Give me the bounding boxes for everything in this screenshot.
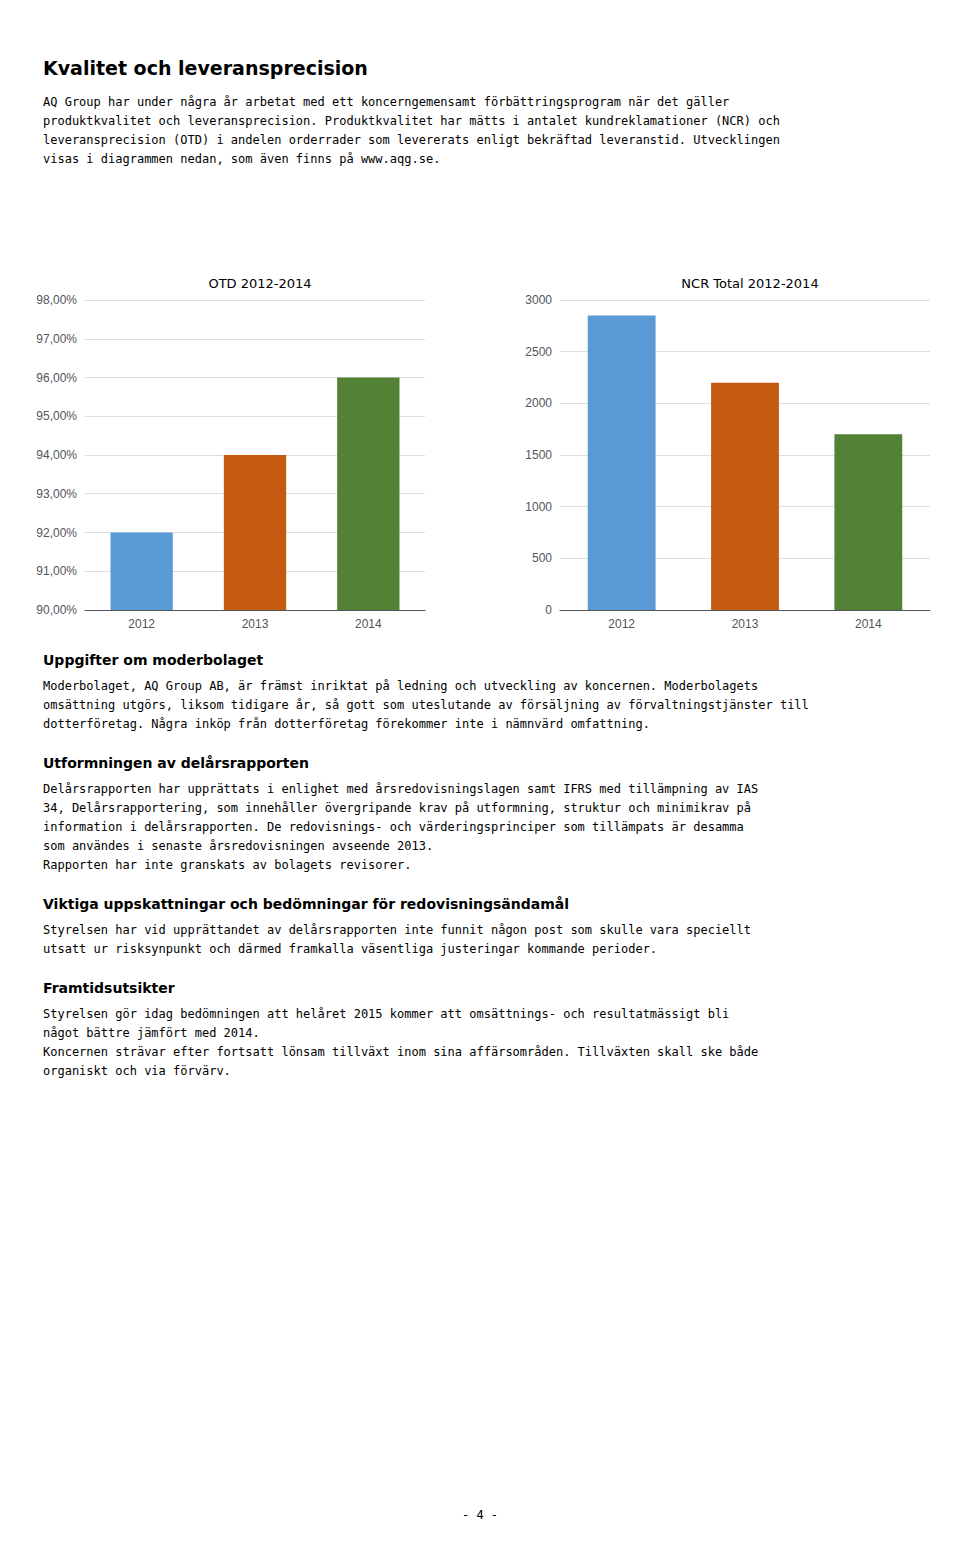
svg-text:90,00%: 90,00%	[36, 603, 77, 617]
svg-text:91,00%: 91,00%	[36, 564, 77, 578]
svg-text:något bättre jämfört med 2014.: något bättre jämfört med 2014.	[43, 1026, 260, 1040]
svg-text:Styrelsen har vid upprättandet: Styrelsen har vid upprättandet av delårs…	[43, 923, 751, 937]
svg-text:93,00%: 93,00%	[36, 487, 77, 501]
svg-text:- 4 -: - 4 -	[462, 1508, 498, 1522]
svg-text:information i delårsrapporten.: information i delårsrapporten. De redovi…	[43, 820, 744, 834]
svg-text:NCR Total 2012-2014: NCR Total 2012-2014	[681, 276, 818, 291]
svg-text:Uppgifter om moderbolaget: Uppgifter om moderbolaget	[43, 652, 263, 668]
svg-text:96,00%: 96,00%	[36, 371, 77, 385]
svg-text:omsättning utgörs, liksom tidi: omsättning utgörs, liksom tidigare år, s…	[43, 698, 809, 712]
svg-text:Kvalitet och leveransprecision: Kvalitet och leveransprecision	[43, 57, 368, 79]
svg-text:2000: 2000	[525, 396, 552, 410]
svg-text:visas i diagrammen nedan, som: visas i diagrammen nedan, som även finns…	[43, 152, 440, 166]
svg-text:produktkvalitet och leveranspr: produktkvalitet och leveransprecision. P…	[43, 114, 780, 128]
svg-text:Framtidsutsikter: Framtidsutsikter	[43, 980, 175, 996]
svg-text:Styrelsen gör idag bedömningen: Styrelsen gör idag bedömningen att helår…	[43, 1007, 729, 1021]
svg-text:dotterföretag. Några inköp frå: dotterföretag. Några inköp från dotterfö…	[43, 717, 650, 731]
svg-text:2500: 2500	[525, 345, 552, 359]
svg-text:94,00%: 94,00%	[36, 448, 77, 462]
svg-text:98,00%: 98,00%	[36, 293, 77, 307]
svg-text:Moderbolaget, AQ Group AB, är: Moderbolaget, AQ Group AB, är främst inr…	[43, 679, 758, 693]
svg-text:Viktiga uppskattningar och bed: Viktiga uppskattningar och bedömningar f…	[43, 896, 569, 912]
svg-text:organiskt och via förvärv.: organiskt och via förvärv.	[43, 1064, 231, 1078]
svg-text:95,00%: 95,00%	[36, 409, 77, 423]
svg-text:leveransprecision (OTD) i ande: leveransprecision (OTD) i andelen orderr…	[43, 133, 780, 147]
svg-text:2012: 2012	[128, 617, 155, 631]
svg-text:Delårsrapporten har upprättats: Delårsrapporten har upprättats i enlighe…	[43, 782, 758, 796]
svg-text:2014: 2014	[855, 617, 882, 631]
svg-text:0: 0	[545, 603, 552, 617]
svg-text:3000: 3000	[525, 293, 552, 307]
svg-text:1000: 1000	[525, 500, 552, 514]
svg-text:2012: 2012	[608, 617, 635, 631]
svg-text:34, Delårsrapportering, som in: 34, Delårsrapportering, som innehåller ö…	[43, 801, 751, 815]
svg-text:Rapporten har inte granskats a: Rapporten har inte granskats av bolagets…	[43, 858, 411, 872]
svg-text:som användes i senaste årsredo: som användes i senaste årsredovisningen …	[43, 839, 433, 853]
svg-text:utsatt ur risksynpunkt och där: utsatt ur risksynpunkt och därmed framka…	[43, 942, 657, 956]
svg-text:2013: 2013	[732, 617, 759, 631]
svg-text:Koncernen strävar efter fortsa: Koncernen strävar efter fortsatt lönsam …	[43, 1045, 758, 1059]
svg-text:OTD 2012-2014: OTD 2012-2014	[208, 276, 311, 291]
svg-text:97,00%: 97,00%	[36, 332, 77, 346]
svg-text:500: 500	[532, 551, 552, 565]
svg-text:Utformningen av delårsrapporte: Utformningen av delårsrapporten	[43, 755, 309, 771]
svg-text:2014: 2014	[355, 617, 382, 631]
svg-text:92,00%: 92,00%	[36, 526, 77, 540]
svg-text:2013: 2013	[242, 617, 269, 631]
svg-text:AQ Group har under några år ar: AQ Group har under några år arbetat med …	[43, 95, 729, 109]
svg-text:1500: 1500	[525, 448, 552, 462]
